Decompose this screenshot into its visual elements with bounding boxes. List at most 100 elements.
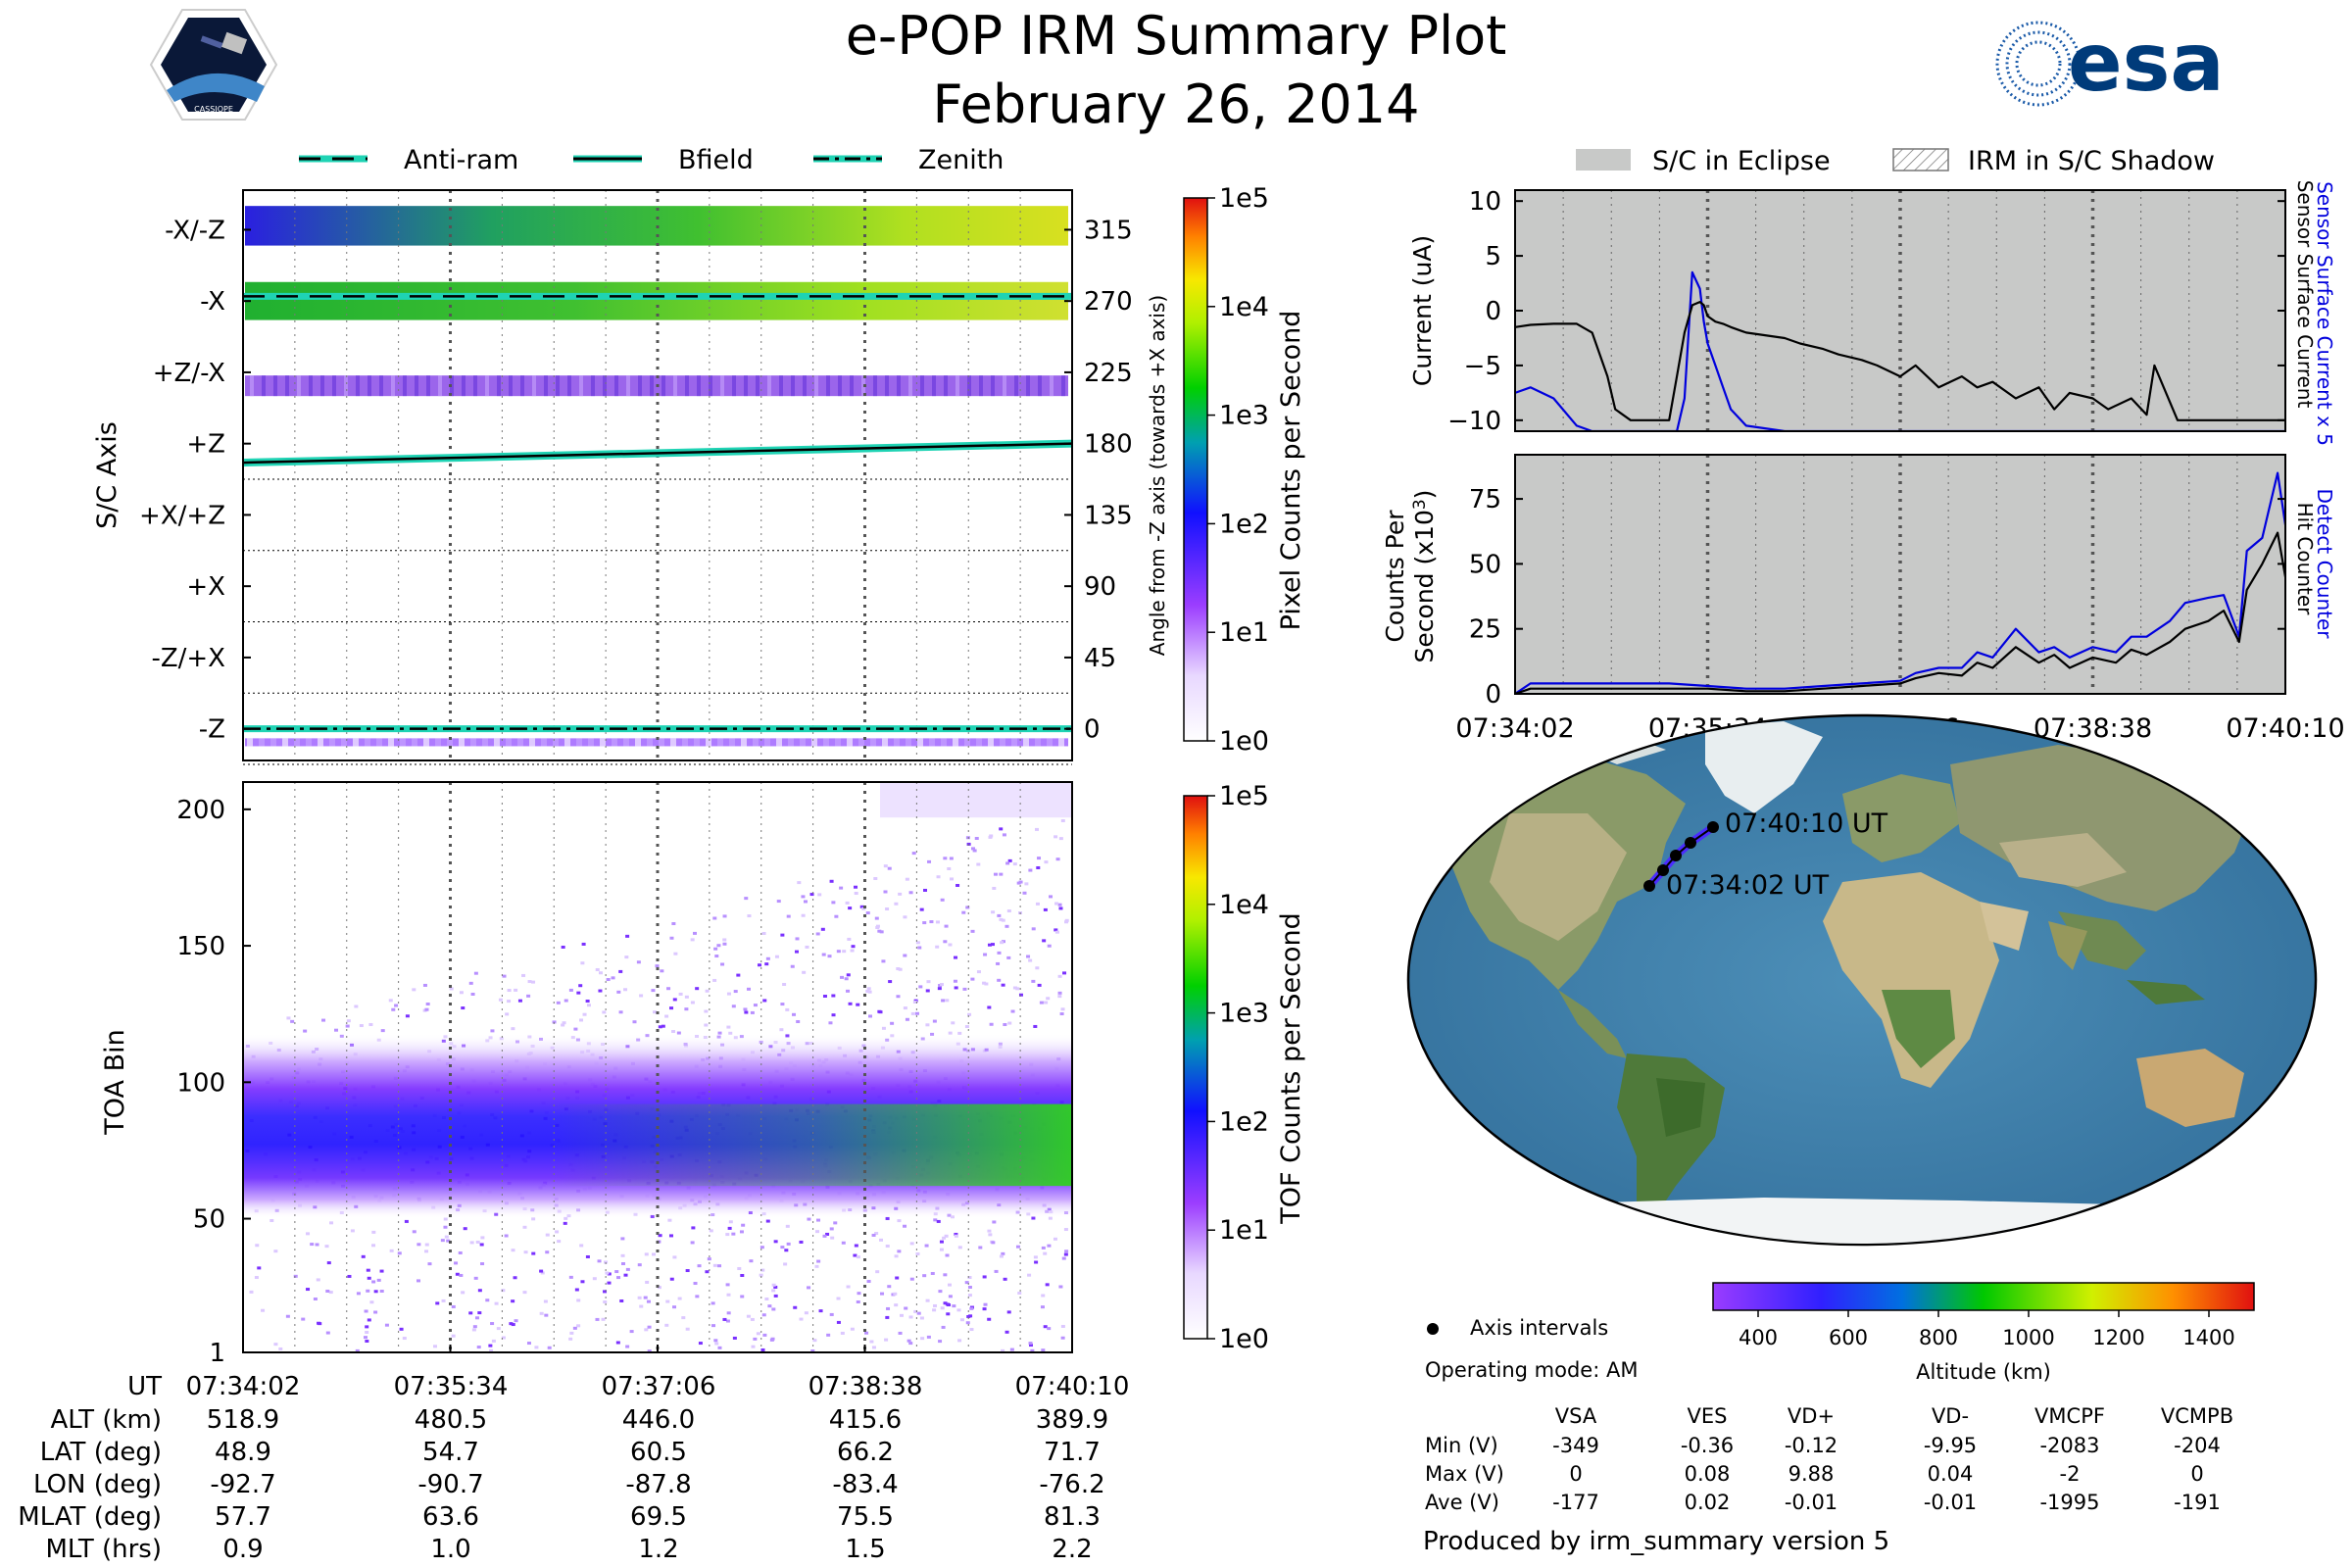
speckle [522,1291,527,1295]
speckle [915,1251,920,1255]
speckle [273,1250,278,1253]
ephem-time-4: 07:40:10 [1015,1372,1130,1401]
speckle [972,849,977,853]
series-detect-counter [1515,471,2285,694]
speckle [910,1011,915,1015]
speckle [576,1324,581,1328]
speckle [999,827,1004,831]
speckle [606,978,611,982]
ephem-label-0: ALT (km) [50,1405,162,1435]
ephem-value: 75.5 [837,1502,894,1532]
voltage-value: 0 [2190,1462,2203,1486]
speckle [532,375,536,397]
legend-bfield: Bfield [678,145,754,175]
voltage-value: -204 [2174,1434,2221,1457]
speckle [443,1225,448,1229]
speckle [854,892,858,896]
ephem-value: 81.3 [1044,1502,1101,1532]
speckle [669,1006,674,1010]
speckle [717,738,723,747]
speckle [531,980,536,984]
speckle [779,375,783,397]
speckle [572,1326,577,1330]
speckle [1012,986,1017,990]
speckle [459,738,465,747]
pixel-colorbar-label: Pixel Counts per Second [1276,311,1306,631]
speckle [324,1245,329,1249]
speckle [404,1219,409,1223]
tof-spectrogram-panel: 200 150 100 50 1 TOA Bin [100,781,1073,1368]
speckle [397,1251,402,1255]
speckle [391,375,395,397]
speckle [924,1244,929,1248]
speckle [576,991,581,995]
speckle [1028,868,1033,872]
voltage-row-label-2: Ave (V) [1425,1491,1499,1514]
speckle [1023,738,1029,747]
speckle [1003,375,1006,397]
cb-tick-label-2: 1e3 [1219,999,1269,1029]
speckle [293,1274,298,1278]
speckle [923,888,928,892]
speckle [726,1025,731,1029]
angle-tick-2: 225 [1084,359,1133,388]
speckle [943,940,948,944]
speckle [898,967,903,971]
speckle [261,1308,266,1312]
speckle [811,738,817,747]
speckle [673,952,678,956]
speckle [604,1260,609,1264]
speckle [1017,1291,1022,1295]
speckle [722,942,727,946]
speckle [989,1022,994,1026]
speckle [858,738,864,747]
speckle [976,862,981,866]
voltage-value: -191 [2174,1491,2221,1514]
speckle [890,1021,895,1025]
ephem-value: 518.9 [207,1405,279,1435]
speckle [989,834,994,838]
speckle [838,375,842,397]
speckle [522,1225,527,1229]
speckle [541,738,547,747]
speckle [309,375,313,397]
speckle [545,1233,550,1237]
speckle [662,375,665,397]
speckle [834,914,839,918]
speckle [773,1285,778,1289]
speckle [999,1254,1004,1258]
speckle [366,1289,370,1293]
speckle [660,969,664,973]
speckle [753,1004,758,1007]
speckle [936,875,941,879]
speckle [1043,1251,1048,1255]
speckle [451,1334,456,1338]
speckle [405,1014,410,1018]
speckle [301,1317,306,1321]
speckle [1010,1009,1015,1013]
current-lines [1515,270,2285,431]
speckle [816,1218,821,1222]
current-panel: 10 5 0 −5 −10 Current (uA) Sensor Surface Cu… [1408,180,2336,446]
speckle [830,1236,835,1240]
speckle [800,738,806,747]
speckle [376,738,382,747]
speckle [709,375,712,397]
speckle [416,1279,421,1283]
speckle [523,1250,528,1254]
speckle [1014,375,1018,397]
page-title: e-POP IRM Summary Plot [846,5,1507,67]
speckle [595,967,600,971]
speckle [939,1248,944,1251]
speckle [454,1261,459,1265]
speckle [620,1262,625,1266]
speckle [1061,1256,1066,1260]
speckle [561,945,565,949]
speckle [799,1240,804,1244]
speckle [803,375,807,397]
speckle [857,1292,861,1296]
ephem-value: 69.5 [630,1502,687,1532]
speckle [497,375,501,397]
speckle [379,1290,384,1294]
speckle [294,738,300,747]
